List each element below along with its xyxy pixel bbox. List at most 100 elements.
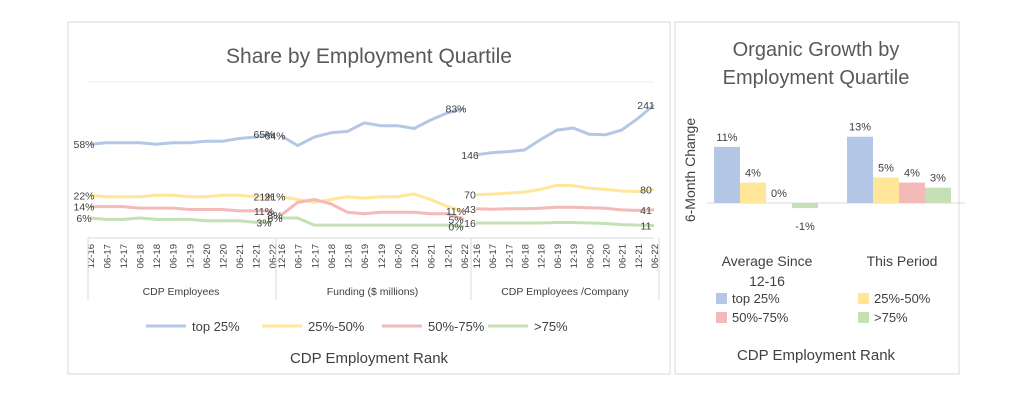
line-mid-low-panel-1: [90, 205, 272, 213]
x-tick-label: 12-21: [634, 244, 645, 268]
category-label: Average Since: [722, 253, 813, 269]
data-label-end: 65%: [253, 129, 274, 141]
legend-label-mid-high: 25%-50%: [874, 291, 931, 306]
data-label-start: 43: [464, 204, 476, 216]
bar-top: [847, 136, 873, 203]
category-label: This Period: [867, 253, 938, 269]
data-label-start: 58%: [73, 139, 94, 151]
panel-label: CDP Employees /Company: [501, 286, 629, 298]
x-tick-label: 06-22: [460, 244, 471, 268]
panel-label: Funding ($ millions): [327, 286, 419, 298]
x-tick-label: 06-19: [360, 244, 371, 268]
legend-swatch-mid-high: [858, 293, 869, 304]
x-tick-label: 12-20: [410, 244, 421, 268]
data-label-start: 22%: [73, 190, 94, 202]
data-label-start: 21%: [264, 192, 285, 204]
data-label-start: 70: [464, 190, 476, 202]
data-label-start: 6%: [76, 213, 91, 225]
bar-value-label: -1%: [795, 221, 815, 233]
right-chart-x-axis-title: CDP Employment Rank: [737, 347, 896, 364]
line-top-panel-3: [475, 103, 655, 157]
bar-value-label: 3%: [930, 173, 946, 185]
legend-label-top: top 25%: [732, 291, 780, 306]
bar-top: [714, 146, 740, 203]
x-tick-label: 12-19: [185, 244, 196, 268]
line-mid-low-panel-2: [280, 198, 465, 221]
left-chart-title: Share by Employment Quartile: [226, 45, 512, 68]
bar-value-label: 4%: [745, 168, 761, 180]
line-bottom-panel-3: [476, 221, 655, 228]
bar-value-label: 13%: [849, 122, 871, 134]
bar-bottom: [792, 203, 818, 209]
x-tick-label: 12-18: [152, 244, 163, 268]
legend-swatch-top: [716, 293, 727, 304]
x-tick-label: 12-17: [504, 244, 515, 268]
data-label-start: 14%: [73, 202, 94, 214]
x-tick-label: 12-16: [472, 244, 483, 268]
line-mid-low-panel-3: [475, 205, 655, 212]
category-label: 12-16: [749, 273, 785, 289]
x-tick-label: 12-19: [377, 244, 388, 268]
x-tick-label: 06-21: [235, 244, 246, 268]
bar-bottom: [925, 187, 951, 203]
legend-label-mid-high: 25%-50%: [308, 319, 365, 334]
data-label-end: 0%: [448, 222, 463, 234]
right-chart-y-axis-title: 6-Month Change: [682, 118, 698, 223]
bar-mid-high: [740, 182, 766, 203]
bar-value-label: 0%: [771, 188, 787, 200]
x-tick-label: 12-17: [310, 244, 321, 268]
x-tick-label: 12-17: [119, 244, 130, 268]
x-tick-label: 06-20: [585, 244, 596, 268]
line-bottom-panel-2: [281, 216, 465, 228]
line-bottom-panel-1: [89, 216, 272, 224]
line-mid-high-panel-1: [89, 193, 272, 199]
x-tick-label: 06-21: [618, 244, 629, 268]
legend-label-mid-low: 50%-75%: [428, 319, 485, 334]
x-tick-label: 12-19: [569, 244, 580, 268]
x-tick-label: 12-21: [251, 244, 262, 268]
x-tick-label: 06-17: [294, 244, 305, 268]
x-tick-label: 06-19: [553, 244, 564, 268]
left-legend: top 25% 25%-50% 50%-75% >75%: [146, 319, 568, 334]
line-mid-high-panel-2: [280, 192, 465, 213]
data-label-end: 241: [637, 100, 655, 112]
x-tick-label: 12-20: [218, 244, 229, 268]
x-tick-label: 06-20: [393, 244, 404, 268]
x-tick-label: 12-16: [277, 244, 288, 268]
x-tick-label: 06-22: [268, 244, 279, 268]
left-chart-frame: [67, 21, 671, 375]
x-tick-label: 06-20: [202, 244, 213, 268]
right-legend: top 25% 25%-50% 50%-75% >75%: [716, 291, 931, 325]
data-label-start: 16: [464, 218, 476, 230]
x-tick-label: 06-18: [136, 244, 147, 268]
bar-value-label: 5%: [878, 163, 894, 175]
data-label-end: 11%: [446, 206, 466, 218]
right-chart-frame: [674, 21, 960, 375]
line-mid-high-panel-3: [475, 183, 655, 197]
bar-mid-high: [873, 177, 899, 203]
x-tick-label: 12-21: [443, 244, 454, 268]
x-tick-label: 12-18: [344, 244, 355, 268]
line-top-panel-1: [89, 132, 273, 146]
legend-swatch-bottom: [858, 312, 869, 323]
x-tick-label: 06-17: [103, 244, 114, 268]
x-tick-label: 12-18: [537, 244, 548, 268]
legend-label-bottom: >75%: [874, 310, 908, 325]
right-chart-title-line1: Organic Growth by: [733, 39, 900, 61]
x-tick-label: 06-18: [327, 244, 338, 268]
bar-mid-low: [899, 182, 925, 203]
bar-value-label: 4%: [904, 168, 920, 180]
left-chart-x-axis-title: CDP Employment Rank: [290, 350, 449, 367]
line-top-panel-2: [280, 107, 465, 148]
data-label-start: 64%: [264, 131, 285, 143]
x-tick-label: 06-22: [650, 244, 661, 268]
x-tick-label: 06-17: [488, 244, 499, 268]
legend-label-mid-low: 50%-75%: [732, 310, 789, 325]
data-label-start: 146: [461, 150, 479, 162]
right-chart-title-line2: Employment Quartile: [723, 67, 910, 89]
data-label-start: 6%: [267, 213, 282, 225]
bar-value-label: 11%: [716, 132, 737, 144]
data-label-end: 21%: [253, 192, 274, 204]
legend-label-top: top 25%: [192, 319, 240, 334]
